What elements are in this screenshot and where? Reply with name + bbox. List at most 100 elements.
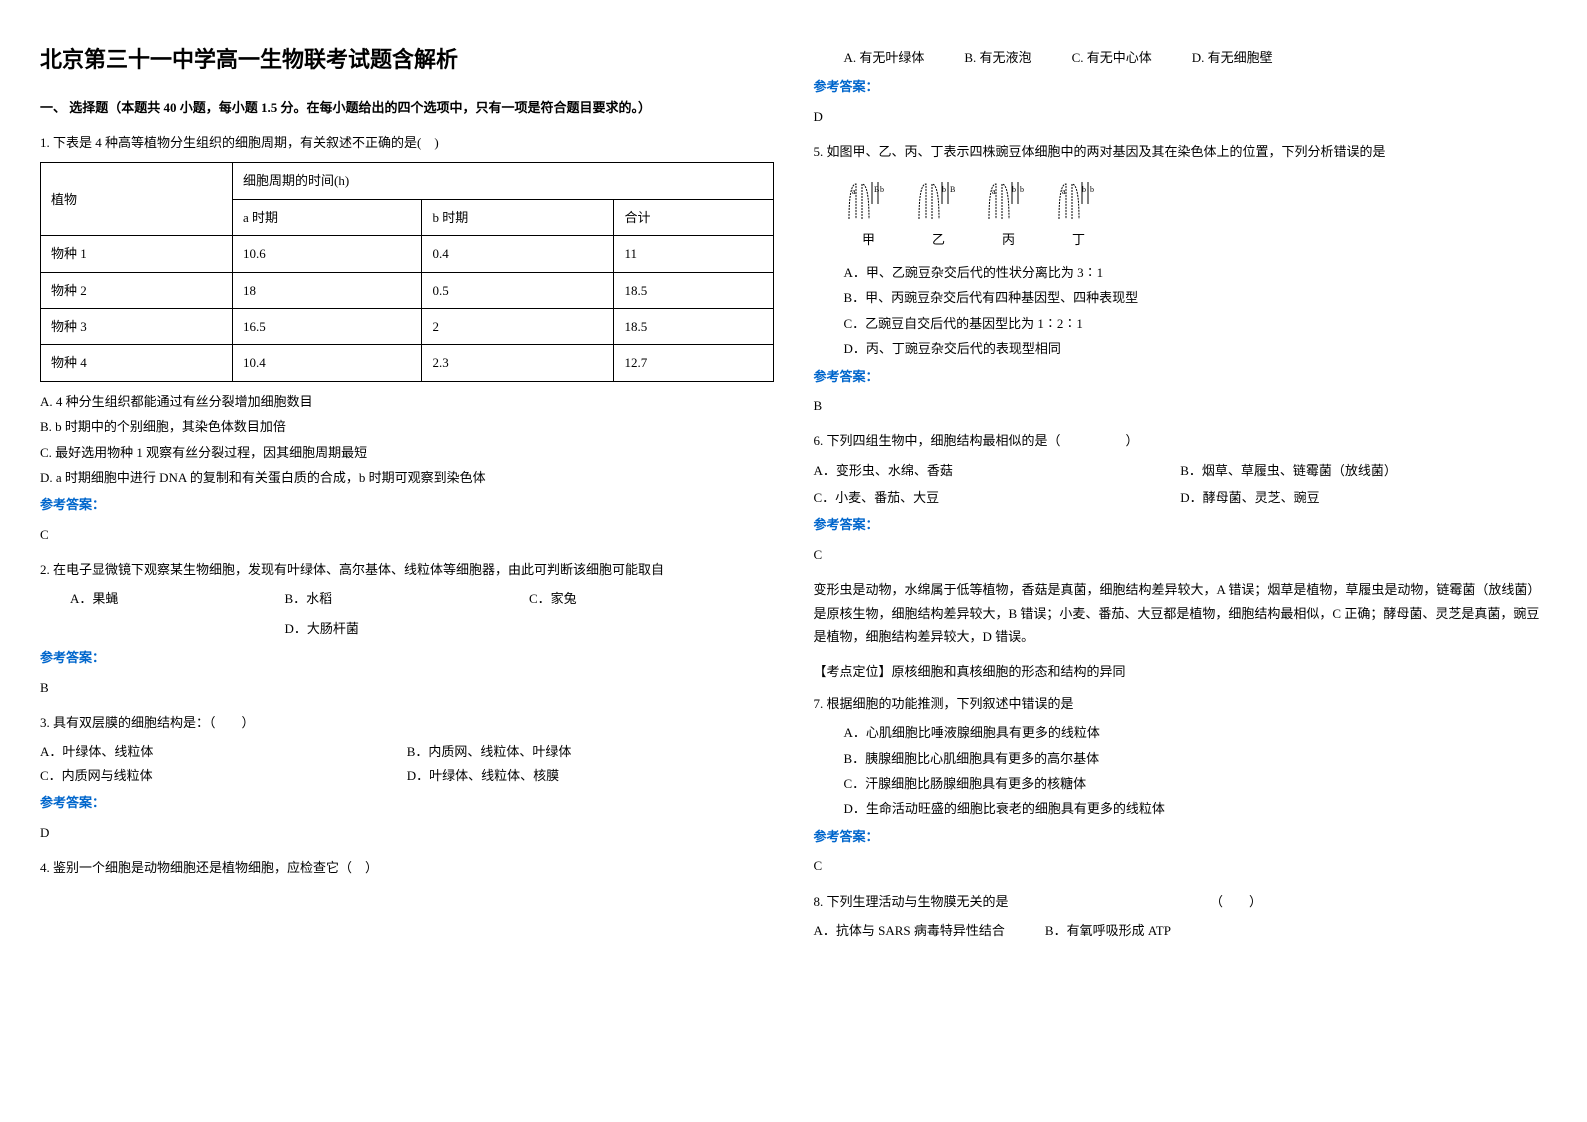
q8-text: 8. 下列生理活动与生物膜无关的是 （ ） bbox=[814, 890, 1548, 913]
q8-options: A．抗体与 SARS 病毒特异性结合 B．有氧呼吸形成 ATP bbox=[814, 919, 1548, 942]
answer-label: 参考答案： bbox=[814, 365, 1548, 388]
q5-diagram-bing: a b b 丙 bbox=[984, 174, 1034, 251]
svg-text:a: a bbox=[992, 187, 996, 196]
q1-options: A. 4 种分生组织都能通过有丝分裂增加细胞数目 B. b 时期中的个别细胞，其… bbox=[40, 390, 774, 490]
q1-th-plant: 植物 bbox=[41, 163, 233, 236]
q5-opt-c: C．乙豌豆自交后代的基因型比为 1∶2∶1 bbox=[844, 312, 1548, 335]
q3-opt-c: C．内质网与线粒体 bbox=[40, 764, 407, 787]
q1-answer: C bbox=[40, 523, 774, 546]
q3-text: 3. 具有双层膜的细胞结构是：（ ） bbox=[40, 711, 774, 734]
q6-opt-a: A．变形虫、水绵、香菇 bbox=[814, 459, 1181, 482]
q2-answer: B bbox=[40, 676, 774, 699]
q7-opt-d: D．生命活动旺盛的细胞比衰老的细胞具有更多的线粒体 bbox=[844, 797, 1548, 820]
q5-label-jia: 甲 bbox=[862, 228, 875, 251]
q7-opt-b: B．胰腺细胞比心肌细胞具有更多的高尔基体 bbox=[844, 747, 1548, 770]
chromosome-icon: a B b bbox=[844, 174, 894, 224]
answer-label: 参考答案： bbox=[40, 646, 774, 669]
q1-opt-b: B. b 时期中的个别细胞，其染色体数目加倍 bbox=[40, 415, 774, 438]
q5-answer: B bbox=[814, 394, 1548, 417]
q7-answer: C bbox=[814, 854, 1548, 877]
q1-table: 植物 细胞周期的时间(h) a 时期 b 时期 合计 物种 1 10.6 0.4… bbox=[40, 162, 774, 381]
q5-label-bing: 丙 bbox=[1002, 228, 1015, 251]
q4-opt-a: A. 有无叶绿体 bbox=[844, 46, 925, 69]
q6-text: 6. 下列四组生物中，细胞结构最相似的是（ ） bbox=[814, 429, 1548, 452]
left-column: 北京第三十一中学高一生物联考试题含解析 一、 选择题（本题共 40 小题，每小题… bbox=[40, 40, 774, 950]
q5-diagram-ding: a b b 丁 bbox=[1054, 174, 1104, 251]
svg-text:a: a bbox=[852, 187, 856, 196]
svg-text:b: b bbox=[942, 185, 946, 194]
q1-col-a: a 时期 bbox=[232, 199, 422, 235]
question-1: 1. 下表是 4 种高等植物分生组织的细胞周期，有关叙述不正确的是( ) 植物 … bbox=[40, 131, 774, 546]
svg-text:b: b bbox=[1012, 185, 1016, 194]
q1-opt-a: A. 4 种分生组织都能通过有丝分裂增加细胞数目 bbox=[40, 390, 774, 413]
svg-text:b: b bbox=[1082, 185, 1086, 194]
q2-opt-d bbox=[40, 617, 285, 640]
q1-col-b: b 时期 bbox=[422, 199, 614, 235]
question-8: 8. 下列生理活动与生物膜无关的是 （ ） A．抗体与 SARS 病毒特异性结合… bbox=[814, 890, 1548, 943]
chromosome-icon: a b b bbox=[984, 174, 1034, 224]
question-2: 2. 在电子显微镜下观察某生物细胞，发现有叶绿体、高尔基体、线粒体等细胞器，由此… bbox=[40, 558, 774, 699]
q1-opt-d: D. a 时期细胞中进行 DNA 的复制和有关蛋白质的合成，b 时期可观察到染色… bbox=[40, 466, 774, 489]
q3-opt-d: D．叶绿体、线粒体、核膜 bbox=[407, 764, 774, 787]
q6-topic: 【考点定位】原核细胞和真核细胞的形态和结构的异同 bbox=[814, 660, 1548, 683]
q4-answer: D bbox=[814, 105, 1548, 128]
question-7: 7. 根据细胞的功能推测，下列叙述中错误的是 A．心肌细胞比唾液腺细胞具有更多的… bbox=[814, 692, 1548, 878]
svg-text:a: a bbox=[1062, 187, 1066, 196]
q5-label-yi: 乙 bbox=[932, 228, 945, 251]
q2-opt-b: B．水稻 bbox=[285, 587, 530, 610]
svg-text:B: B bbox=[950, 185, 955, 194]
q7-opt-c: C．汗腺细胞比肠腺细胞具有更多的核糖体 bbox=[844, 772, 1548, 795]
q4-opt-c: C. 有无中心体 bbox=[1072, 46, 1152, 69]
q5-opt-a: A．甲、乙豌豆杂交后代的性状分离比为 3∶1 bbox=[844, 261, 1548, 284]
q5-options: A．甲、乙豌豆杂交后代的性状分离比为 3∶1 B．甲、丙豌豆杂交后代有四种基因型… bbox=[844, 261, 1548, 361]
answer-label: 参考答案： bbox=[814, 513, 1548, 536]
right-column: A. 有无叶绿体 B. 有无液泡 C. 有无中心体 D. 有无细胞壁 参考答案：… bbox=[814, 40, 1548, 950]
table-row: 物种 4 10.4 2.3 12.7 bbox=[41, 345, 774, 381]
table-row: 物种 3 16.5 2 18.5 bbox=[41, 308, 774, 344]
question-3: 3. 具有双层膜的细胞结构是：（ ） A．叶绿体、线粒体 B．内质网、线粒体、叶… bbox=[40, 711, 774, 844]
q4-text: 4. 鉴别一个细胞是动物细胞还是植物细胞，应检查它（ ） bbox=[40, 856, 774, 879]
q4-opt-b: B. 有无液泡 bbox=[964, 46, 1031, 69]
section-intro: 一、 选择题（本题共 40 小题，每小题 1.5 分。在每小题给出的四个选项中，… bbox=[40, 96, 774, 119]
q3-opt-b: B．内质网、线粒体、叶绿体 bbox=[407, 740, 774, 763]
q4-opt-d: D. 有无细胞壁 bbox=[1192, 46, 1273, 69]
answer-label: 参考答案： bbox=[40, 791, 774, 814]
q8-opt-a: A．抗体与 SARS 病毒特异性结合 bbox=[814, 919, 1005, 942]
svg-text:b: b bbox=[880, 185, 884, 194]
q2-opt-c: C．家兔 bbox=[529, 587, 774, 610]
q3-opt-a: A．叶绿体、线粒体 bbox=[40, 740, 407, 763]
q5-opt-d: D．丙、丁豌豆杂交后代的表现型相同 bbox=[844, 337, 1548, 360]
svg-text:B: B bbox=[874, 185, 879, 194]
table-row: 物种 2 18 0.5 18.5 bbox=[41, 272, 774, 308]
q1-th-period: 细胞周期的时间(h) bbox=[232, 163, 773, 199]
chromosome-icon: a b b bbox=[1054, 174, 1104, 224]
q3-answer: D bbox=[40, 821, 774, 844]
svg-text:b: b bbox=[1020, 185, 1024, 194]
chromosome-icon: b B bbox=[914, 174, 964, 224]
q7-text: 7. 根据细胞的功能推测，下列叙述中错误的是 bbox=[814, 692, 1548, 715]
question-6: 6. 下列四组生物中，细胞结构最相似的是（ ） A．变形虫、水绵、香菇 B．烟草… bbox=[814, 429, 1548, 684]
answer-label: 参考答案： bbox=[814, 825, 1548, 848]
question-4-cont: A. 有无叶绿体 B. 有无液泡 C. 有无中心体 D. 有无细胞壁 参考答案：… bbox=[814, 46, 1548, 128]
q7-options: A．心肌细胞比唾液腺细胞具有更多的线粒体 B．胰腺细胞比心肌细胞具有更多的高尔基… bbox=[844, 721, 1548, 821]
q3-options: A．叶绿体、线粒体 B．内质网、线粒体、叶绿体 C．内质网与线粒体 D．叶绿体、… bbox=[40, 740, 774, 787]
q1-text: 1. 下表是 4 种高等植物分生组织的细胞周期，有关叙述不正确的是( ) bbox=[40, 131, 774, 154]
q6-opt-d: D．酵母菌、灵芝、豌豆 bbox=[1180, 486, 1547, 509]
q1-col-sum: 合计 bbox=[614, 199, 773, 235]
q5-text: 5. 如图甲、乙、丙、丁表示四株豌豆体细胞中的两对基因及其在染色体上的位置，下列… bbox=[814, 140, 1548, 163]
table-row: 物种 1 10.6 0.4 11 bbox=[41, 236, 774, 272]
q6-options: A．变形虫、水绵、香菇 B．烟草、草履虫、链霉菌（放线菌） C．小麦、番茄、大豆… bbox=[814, 459, 1548, 510]
q6-explanation: 变形虫是动物，水绵属于低等植物，香菇是真菌，细胞结构差异较大，A 错误；烟草是植… bbox=[814, 578, 1548, 648]
q5-diagram-jia: a B b 甲 bbox=[844, 174, 894, 251]
q5-diagram: a B b 甲 b B 乙 bbox=[844, 174, 1548, 251]
q6-opt-c: C．小麦、番茄、大豆 bbox=[814, 486, 1181, 509]
q2-opt-a: A．果蝇 bbox=[70, 587, 285, 610]
answer-label: 参考答案： bbox=[40, 493, 774, 516]
q6-answer: C bbox=[814, 543, 1548, 566]
q6-opt-b: B．烟草、草履虫、链霉菌（放线菌） bbox=[1180, 459, 1547, 482]
answer-label: 参考答案： bbox=[814, 75, 1548, 98]
q1-opt-c: C. 最好选用物种 1 观察有丝分裂过程，因其细胞周期最短 bbox=[40, 441, 774, 464]
q5-diagram-yi: b B 乙 bbox=[914, 174, 964, 251]
q2-text: 2. 在电子显微镜下观察某生物细胞，发现有叶绿体、高尔基体、线粒体等细胞器，由此… bbox=[40, 558, 774, 581]
page-title: 北京第三十一中学高一生物联考试题含解析 bbox=[40, 40, 774, 80]
